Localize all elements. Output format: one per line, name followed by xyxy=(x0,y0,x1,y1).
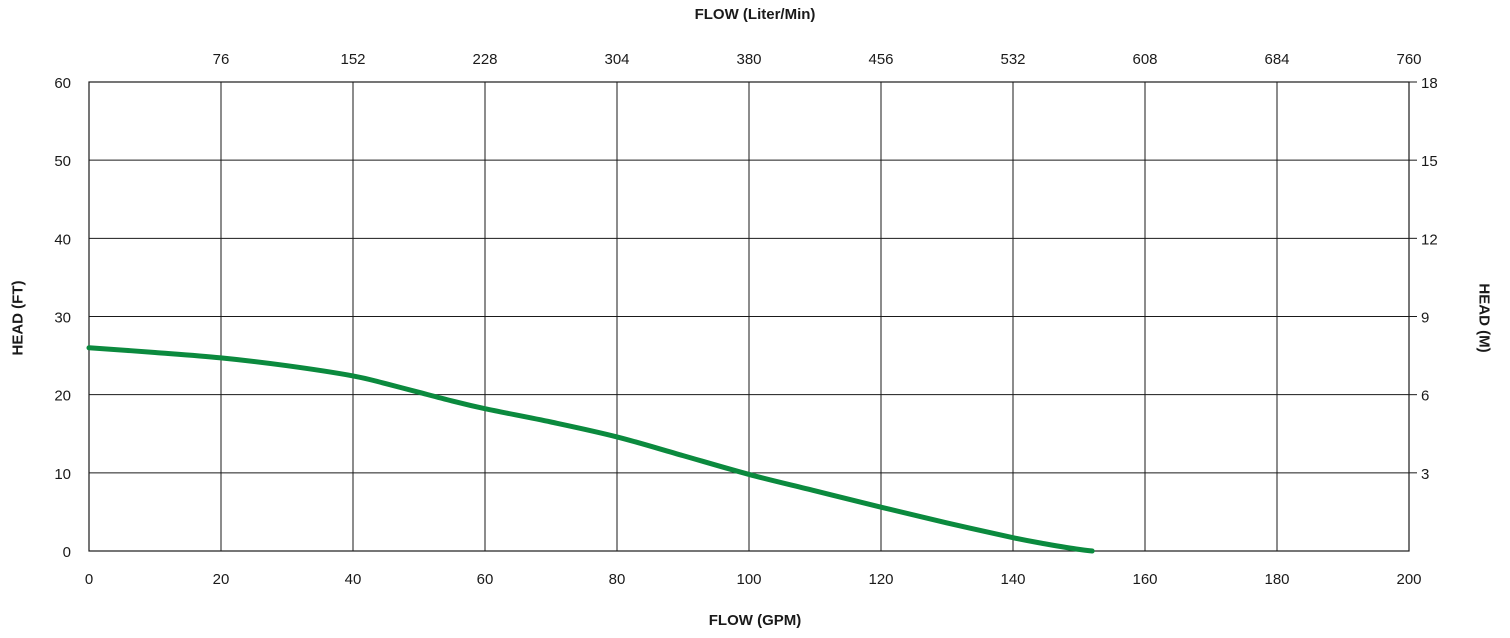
x-tick-label: 100 xyxy=(736,571,761,588)
x-tick-label: 200 xyxy=(1396,571,1421,588)
y-tick-label: 20 xyxy=(54,388,71,405)
y2-tick-label: 18 xyxy=(1421,75,1438,92)
y2-tick-label: 12 xyxy=(1421,231,1438,248)
x2-tick-label: 532 xyxy=(1000,51,1025,68)
x-tick-label: 20 xyxy=(213,571,230,588)
x-tick-label: 60 xyxy=(477,571,494,588)
y-tick-label: 30 xyxy=(54,310,71,327)
x2-tick-label: 456 xyxy=(868,51,893,68)
top-axis-title: FLOW (Liter/Min) xyxy=(694,6,816,23)
plot-frame xyxy=(88,81,1410,552)
x2-tick-label: 684 xyxy=(1264,51,1289,68)
x-tick-label: 180 xyxy=(1264,571,1289,588)
y2-tick-label: 15 xyxy=(1421,153,1438,170)
y-tick-label: 50 xyxy=(54,153,71,170)
y2-tick-label: 3 xyxy=(1421,466,1429,483)
x-tick-label: 80 xyxy=(609,571,626,588)
x2-tick-label: 304 xyxy=(604,51,629,68)
x2-tick-label: 152 xyxy=(340,51,365,68)
series-line xyxy=(86,345,1095,554)
y-tick-label: 60 xyxy=(54,75,71,92)
x2-tick-label: 76 xyxy=(213,51,230,68)
y-tick-label: 10 xyxy=(54,466,71,483)
y-tick-label: 0 xyxy=(63,544,71,561)
x2-tick-label: 380 xyxy=(736,51,761,68)
y-tick-label: 40 xyxy=(54,231,71,248)
x-tick-label: 140 xyxy=(1000,571,1025,588)
bottom-axis-title: FLOW (GPM) xyxy=(708,612,802,629)
y2-tick-label: 6 xyxy=(1421,388,1429,405)
grid xyxy=(88,81,1417,552)
x-tick-label: 160 xyxy=(1132,571,1157,588)
x2-tick-label: 608 xyxy=(1132,51,1157,68)
x-tick-label: 120 xyxy=(868,571,893,588)
series-layer xyxy=(86,345,1095,554)
x2-tick-label: 228 xyxy=(472,51,497,68)
y2-tick-label: 9 xyxy=(1421,310,1429,327)
x-tick-label: 40 xyxy=(345,571,362,588)
x-tick-label: 0 xyxy=(85,571,93,588)
x2-tick-label: 760 xyxy=(1396,51,1421,68)
